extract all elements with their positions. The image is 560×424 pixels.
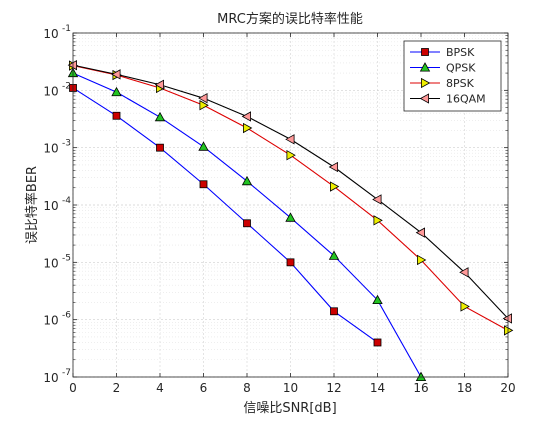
y-tick-label: 10 -2 [43, 81, 71, 98]
data-point-qpsk [372, 294, 383, 305]
data-point-8psk [460, 301, 470, 312]
y-tick-exponent: -1 [62, 24, 71, 34]
data-point-bpsk [330, 307, 338, 316]
y-tick-base: 10 [43, 256, 58, 270]
data-point-8psk [199, 100, 209, 111]
data-point-qpsk [241, 175, 253, 186]
data-point-bpsk [156, 143, 164, 152]
y-tick-label: 10 -5 [43, 253, 71, 270]
data-point-qpsk [154, 111, 166, 122]
data-point-8psk [373, 215, 383, 226]
data-point-bpsk [112, 111, 121, 120]
data-point-qpsk [285, 212, 296, 222]
y-tick-base: 10 [43, 371, 58, 385]
series-group [67, 59, 514, 382]
data-point-8psk [242, 122, 253, 134]
y-tick-exponent: -7 [62, 368, 71, 378]
data-point-qpsk [198, 141, 209, 151]
x-tick-label: 12 [326, 381, 341, 395]
x-tick-label: 10 [283, 381, 298, 395]
data-point-bpsk [243, 219, 251, 228]
legend-label-qpsk: QPSK [446, 62, 476, 75]
data-point-16qam [198, 92, 208, 104]
series-bpsk [69, 84, 382, 347]
y-tick-label: 10 -1 [43, 24, 71, 41]
series-line-bpsk [72, 87, 378, 343]
data-point-16qam [372, 194, 382, 205]
series-16qam [67, 59, 513, 324]
y-tick-exponent: -3 [62, 139, 71, 149]
y-tick-label: 10 -3 [43, 139, 71, 156]
legend-marker-bpsk [421, 48, 429, 56]
x-tick-labels: 0 2 4 6 8 10 12 14 16 18 20 [69, 381, 515, 395]
data-point-8psk [416, 254, 427, 266]
y-tick-base: 10 [43, 84, 58, 98]
plot-frame [72, 32, 509, 378]
y-tick-label: 10 -4 [43, 196, 71, 213]
data-point-16qam [285, 134, 295, 145]
data-point-16qam [328, 161, 339, 173]
data-point-16qam [241, 111, 252, 122]
legend-box [403, 40, 502, 112]
y-tick-base: 10 [43, 199, 58, 213]
y-tick-exponent: -2 [62, 81, 71, 91]
data-point-bpsk [199, 180, 208, 189]
data-point-16qam [459, 267, 469, 278]
data-point-qpsk [111, 86, 122, 97]
data-point-16qam [154, 79, 165, 90]
data-point-16qam [67, 59, 77, 71]
grid [72, 32, 509, 378]
data-point-8psk [286, 149, 296, 161]
x-tick-label: 6 [200, 381, 208, 395]
data-point-bpsk [373, 338, 382, 347]
data-point-qpsk [415, 371, 427, 382]
x-axis-label: 信噪比SNR[dB] [243, 401, 336, 416]
data-point-16qam [111, 69, 121, 80]
legend-marker-8psk [420, 77, 431, 89]
x-tick-label: 2 [113, 381, 121, 395]
x-tick-label: 16 [413, 381, 428, 395]
y-tick-label: 10 -7 [43, 368, 71, 385]
legend: BPSK QPSK 8PSK 16QAM [403, 40, 502, 112]
x-tick-label: 18 [457, 381, 472, 395]
x-tick-label: 14 [370, 381, 385, 395]
y-tick-exponent: -6 [62, 311, 71, 321]
y-tick-base: 10 [43, 142, 58, 156]
legend-label-bpsk: BPSK [446, 46, 475, 59]
data-point-qpsk [328, 250, 340, 260]
y-tick-base: 10 [43, 314, 58, 328]
y-tick-label: 10 -6 [43, 311, 71, 328]
legend-marker-qpsk [419, 62, 431, 72]
legend-marker-16qam [419, 93, 430, 104]
data-point-16qam [415, 227, 426, 238]
data-point-8psk [503, 325, 514, 336]
x-tick-label: 4 [156, 381, 164, 395]
y-tick-labels: 10 -1 10 -2 10 -3 10 -4 10 -5 10 -6 10 -7 [43, 24, 71, 385]
data-point-16qam [502, 313, 513, 324]
y-tick-base: 10 [43, 27, 58, 41]
chart-title: MRC方案的误比特率性能 [217, 11, 363, 27]
x-tick-label: 20 [500, 381, 515, 395]
y-tick-exponent: -4 [62, 196, 71, 206]
series-qpsk [67, 67, 427, 382]
data-point-bpsk [286, 258, 295, 267]
x-tick-label: 8 [243, 381, 251, 395]
y-axis-label: 误比特率BER [24, 166, 40, 244]
legend-label-16qam: 16QAM [446, 93, 486, 106]
data-point-8psk [329, 181, 340, 192]
legend-label-8psk: 8PSK [446, 77, 475, 90]
x-tick-label: 0 [69, 381, 77, 395]
y-tick-exponent: -5 [62, 253, 71, 263]
